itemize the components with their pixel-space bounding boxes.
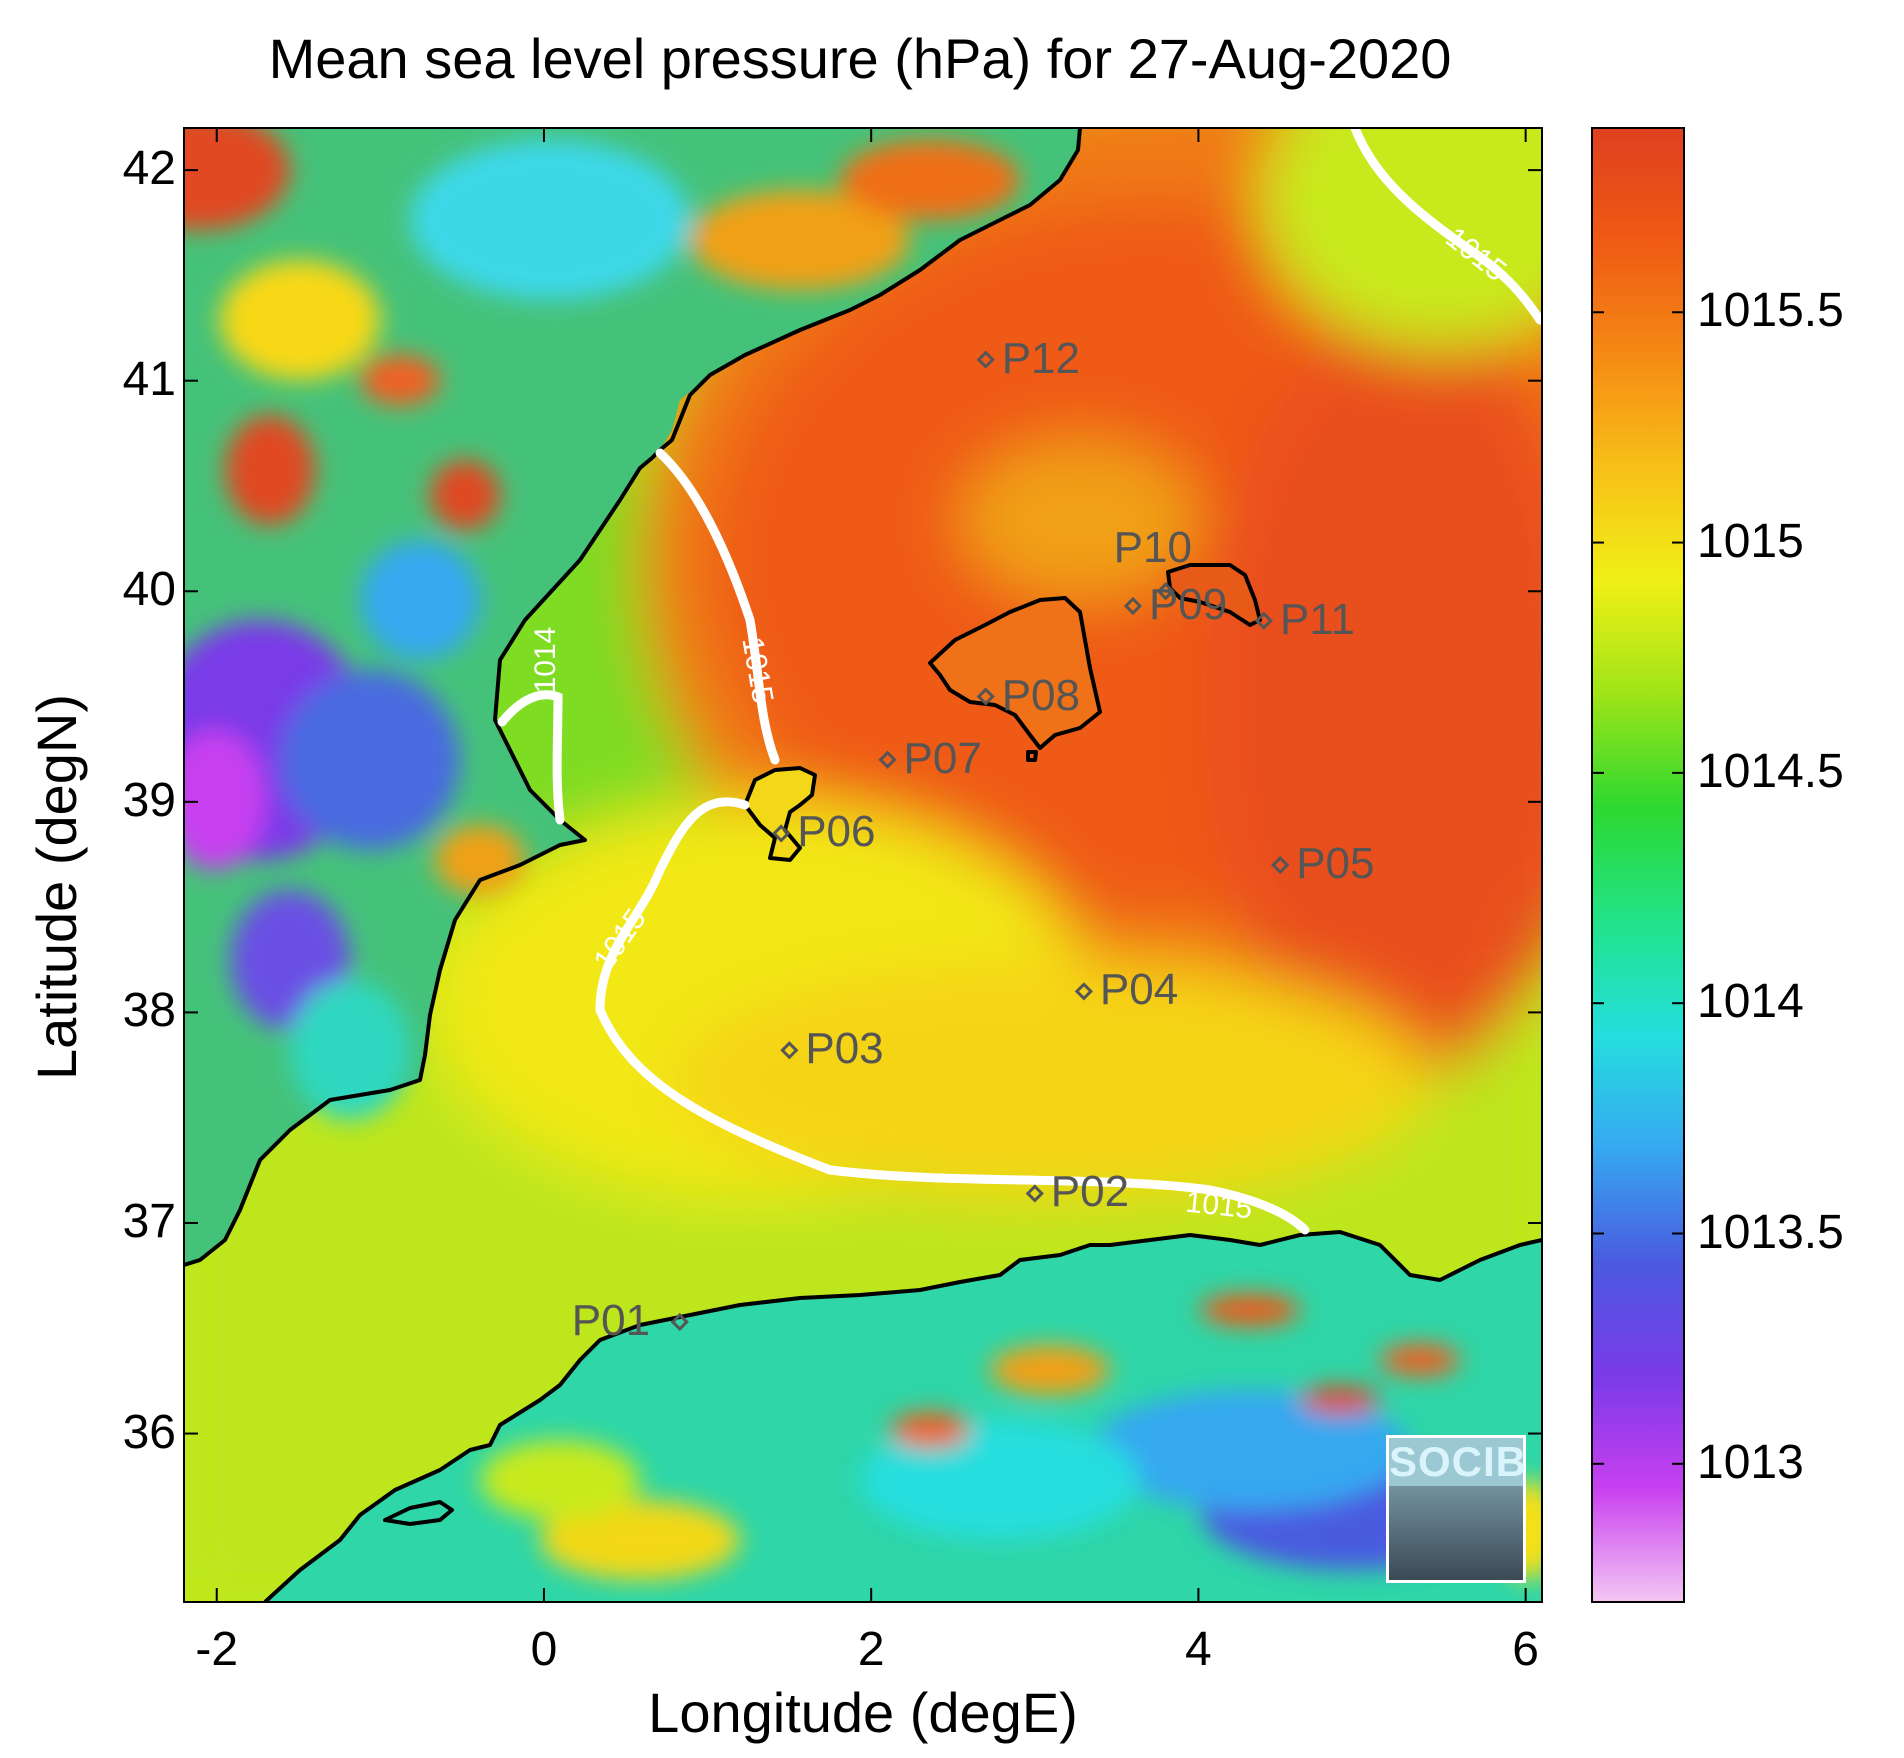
station-label-p12: P12 <box>1001 333 1080 383</box>
isobar-1014 <box>497 690 565 825</box>
contour-label: 1014 <box>529 627 562 694</box>
iberia-coastline <box>184 128 1082 1267</box>
logo-text: SOCIB <box>1389 1438 1528 1486</box>
stations-layer <box>670 350 1290 1332</box>
station-label-p07: P07 <box>903 733 982 783</box>
station-label-p05: P05 <box>1296 839 1375 888</box>
x-tick-label: 4 <box>1185 1623 1212 1676</box>
isobar-1015-north <box>655 448 780 765</box>
colorbar-tick-label: 1014.5 <box>1697 744 1844 798</box>
station-label-p10: P10 <box>1113 523 1192 573</box>
station-marker-p10 <box>1156 582 1175 601</box>
x-axis-label: Longitude (degE) <box>648 1681 1078 1744</box>
station-label-p01: P01 <box>571 1295 651 1345</box>
y-axis-label: Latitude (degN) <box>25 693 88 1080</box>
station-label-p06: P06 <box>797 807 876 857</box>
station-marker-p12 <box>976 350 995 369</box>
contour-label: 1015 <box>1184 1186 1254 1226</box>
colorbar-tick-label: 1013.5 <box>1697 1205 1844 1259</box>
y-tick-marks <box>184 169 1542 1435</box>
station-marker-p01 <box>670 1312 689 1332</box>
station-label-p02: P02 <box>1050 1167 1130 1217</box>
pressure-map <box>184 128 1542 1602</box>
coastlines <box>184 128 1542 1602</box>
x-tick-label: 6 <box>1512 1623 1539 1676</box>
station-marker-p09 <box>1123 596 1143 616</box>
colorbar-tick-label: 1014 <box>1697 975 1804 1029</box>
colorbar-tick-label: 1015 <box>1697 514 1804 568</box>
station-marker-p03 <box>780 1041 799 1060</box>
y-tick-label: 38 <box>122 984 176 1038</box>
station-marker-p04 <box>1074 982 1094 1001</box>
x-tick-label: 0 <box>530 1623 558 1676</box>
colorbar-tick-label: 1015.5 <box>1697 284 1844 338</box>
y-tick-label: 39 <box>122 773 176 827</box>
station-marker-p11 <box>1254 611 1273 630</box>
station-marker-p06 <box>772 824 791 843</box>
isobar-1015-northeast <box>1350 128 1542 325</box>
station-marker-p08 <box>976 687 995 706</box>
mallorca-coastline <box>928 596 1102 750</box>
y-tick-label: 42 <box>122 142 176 196</box>
colorbar-tick-marks <box>1592 311 1684 1465</box>
iberia-land <box>184 128 1080 1265</box>
y-tick-label: 40 <box>122 563 176 617</box>
socib-logo: SOCIB <box>1386 1435 1526 1583</box>
map-title: Mean sea level pressure (hPa) for 27-Aug… <box>268 27 1452 90</box>
station-marker-p05 <box>1271 855 1290 875</box>
x-tick-label: -2 <box>195 1623 239 1676</box>
station-marker-p07 <box>878 750 897 769</box>
ibiza-coastline <box>743 766 817 862</box>
plot-frame <box>183 127 1543 1603</box>
station-marker-p02 <box>1025 1184 1044 1203</box>
isobars <box>497 128 1542 1235</box>
y-tick-label: 41 <box>122 352 176 406</box>
isobar-1015-south <box>595 797 1310 1235</box>
station-label-p03: P03 <box>805 1024 884 1074</box>
menorca-coastline <box>1166 563 1262 627</box>
africa-coastline <box>263 1230 1542 1602</box>
cabrera-coastline <box>1026 750 1038 762</box>
station-label-p11: P11 <box>1279 594 1355 644</box>
colorbar <box>1591 127 1685 1603</box>
iberia-relief <box>184 128 1020 1120</box>
station-label-p04: P04 <box>1099 965 1179 1015</box>
x-tick-label: 2 <box>857 1623 885 1676</box>
colorbar-tick-label: 1013 <box>1697 1435 1804 1489</box>
station-label-p09: P09 <box>1148 579 1228 629</box>
y-tick-label: 37 <box>122 1194 176 1248</box>
y-tick-label: 36 <box>122 1405 176 1459</box>
station-label-p08: P08 <box>1001 670 1080 720</box>
alboran-coastline <box>383 1500 454 1526</box>
x-tick-marks <box>215 128 1527 1602</box>
